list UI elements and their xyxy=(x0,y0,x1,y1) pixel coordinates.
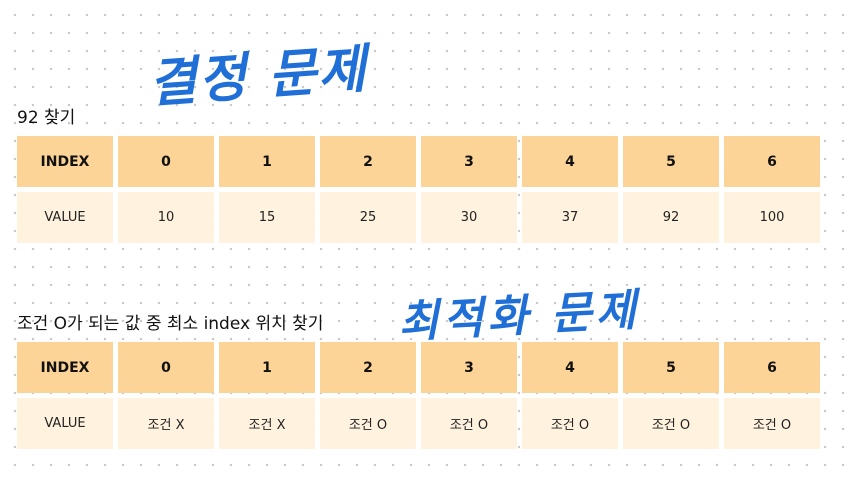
table-row-header-value: VALUE xyxy=(17,398,113,449)
index-cell: 4 xyxy=(522,136,618,187)
table-row-header-index: INDEX xyxy=(17,342,113,393)
condition-cell: 조건 X xyxy=(219,398,315,449)
index-cell: 3 xyxy=(421,342,517,393)
index-cell: 2 xyxy=(320,136,416,187)
index-cell: 4 xyxy=(522,342,618,393)
index-cell: 6 xyxy=(724,342,820,393)
array-table-find-92: INDEX 0 1 2 3 4 5 6 VALUE 10 15 25 30 37… xyxy=(17,136,820,243)
value-cell: 100 xyxy=(724,192,820,243)
condition-cell: 조건 O xyxy=(421,398,517,449)
condition-cell: 조건 O xyxy=(623,398,719,449)
section-title-min-index-condition: 조건 O가 되는 값 중 최소 index 위치 찾기 xyxy=(17,314,324,334)
index-cell: 6 xyxy=(724,136,820,187)
condition-cell: 조건 X xyxy=(118,398,214,449)
value-cell: 15 xyxy=(219,192,315,243)
value-cell: 10 xyxy=(118,192,214,243)
condition-cell: 조건 O xyxy=(522,398,618,449)
condition-cell: 조건 O xyxy=(724,398,820,449)
value-cell: 37 xyxy=(522,192,618,243)
value-cell: 92 xyxy=(623,192,719,243)
index-cell: 1 xyxy=(219,136,315,187)
index-cell: 2 xyxy=(320,342,416,393)
handwritten-annotation-optimization-problem: 최적화 문제 xyxy=(397,284,642,349)
array-table-condition: INDEX 0 1 2 3 4 5 6 VALUE 조건 X 조건 X 조건 O… xyxy=(17,342,820,449)
index-cell: 5 xyxy=(623,342,719,393)
condition-cell: 조건 O xyxy=(320,398,416,449)
value-cell: 30 xyxy=(421,192,517,243)
handwritten-annotation-decision-problem: 결정 문제 xyxy=(146,39,370,115)
index-cell: 1 xyxy=(219,342,315,393)
index-cell: 0 xyxy=(118,136,214,187)
index-cell: 3 xyxy=(421,136,517,187)
table-row-header-index: INDEX xyxy=(17,136,113,187)
value-cell: 25 xyxy=(320,192,416,243)
index-cell: 0 xyxy=(118,342,214,393)
index-cell: 5 xyxy=(623,136,719,187)
section-title-find-92: 92 찾기 xyxy=(17,108,76,128)
table-row-header-value: VALUE xyxy=(17,192,113,243)
